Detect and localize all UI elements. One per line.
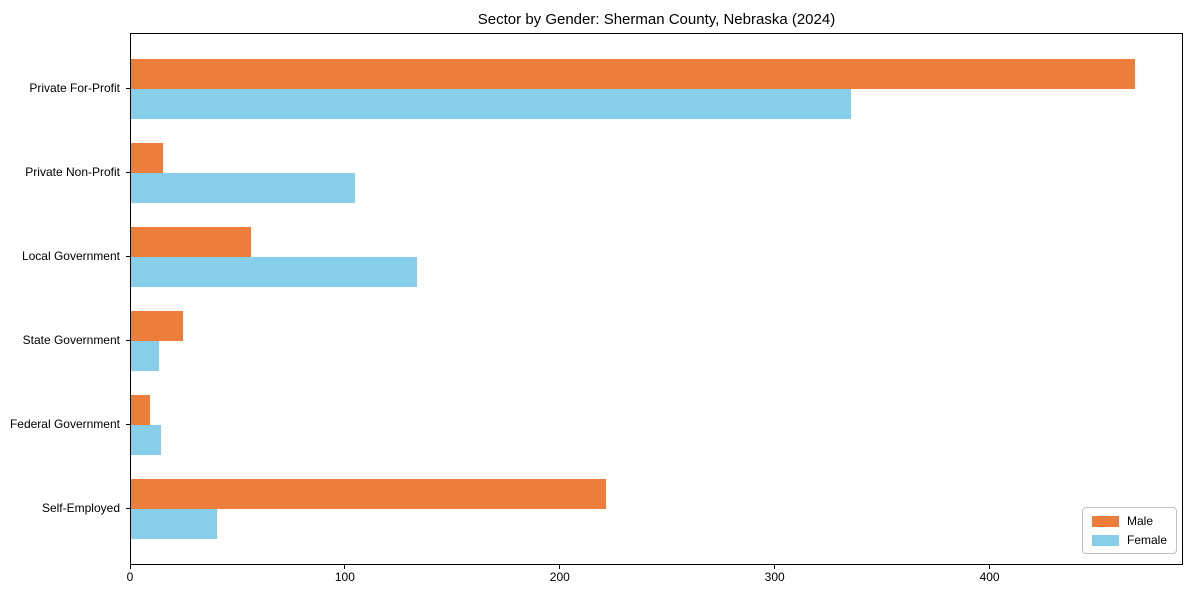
bar-female-local-government xyxy=(131,257,417,287)
y-tick-mark xyxy=(126,88,130,89)
y-tick-mark xyxy=(126,340,130,341)
legend-swatch-female xyxy=(1091,534,1119,546)
bar-female-self-employed xyxy=(131,509,217,539)
bar-female-private-for-profit xyxy=(131,89,851,119)
y-tick-label-self-employed: Self-Employed xyxy=(41,501,120,515)
y-tick-label-private-for-profit: Private For-Profit xyxy=(29,81,120,95)
chart-title: Sector by Gender: Sherman County, Nebras… xyxy=(477,11,836,28)
y-tick-label-local-government: Local Government xyxy=(21,249,120,263)
y-tick-label-private-non-profit: Private Non-Profit xyxy=(25,165,120,179)
bar-male-private-for-profit xyxy=(131,59,1135,89)
x-tick-mark xyxy=(129,565,131,569)
x-tick-label-100: 100 xyxy=(334,570,355,584)
bar-male-local-government xyxy=(131,227,252,257)
y-tick-label-state-government: State Government xyxy=(22,333,120,347)
x-tick-label-300: 300 xyxy=(764,570,785,584)
bar-male-self-employed xyxy=(131,479,606,509)
bar-male-federal-government xyxy=(131,395,151,425)
plot-area: Male Female xyxy=(130,33,1183,565)
y-tick-label-federal-government: Federal Government xyxy=(9,417,120,431)
legend: Male Female xyxy=(1081,507,1177,554)
x-tick-label-400: 400 xyxy=(979,570,1000,584)
x-tick-mark xyxy=(559,565,561,569)
bar-male-state-government xyxy=(131,311,183,341)
y-tick-mark xyxy=(126,508,130,509)
bar-female-federal-government xyxy=(131,425,162,455)
y-tick-mark xyxy=(126,424,130,425)
x-tick-mark xyxy=(344,565,346,569)
bar-male-private-non-profit xyxy=(131,143,164,173)
x-tick-label-200: 200 xyxy=(549,570,570,584)
legend-label-male: Male xyxy=(1126,514,1153,528)
x-tick-mark xyxy=(989,565,991,569)
legend-label-female: Female xyxy=(1126,533,1167,547)
legend-item-male: Male xyxy=(1091,514,1167,528)
y-tick-mark xyxy=(126,172,130,173)
bar-female-private-non-profit xyxy=(131,173,355,203)
bar-female-state-government xyxy=(131,341,159,371)
x-tick-mark xyxy=(774,565,776,569)
y-tick-mark xyxy=(126,256,130,257)
legend-swatch-male xyxy=(1091,515,1119,527)
legend-item-female: Female xyxy=(1091,533,1167,547)
x-tick-label-0: 0 xyxy=(126,570,134,584)
